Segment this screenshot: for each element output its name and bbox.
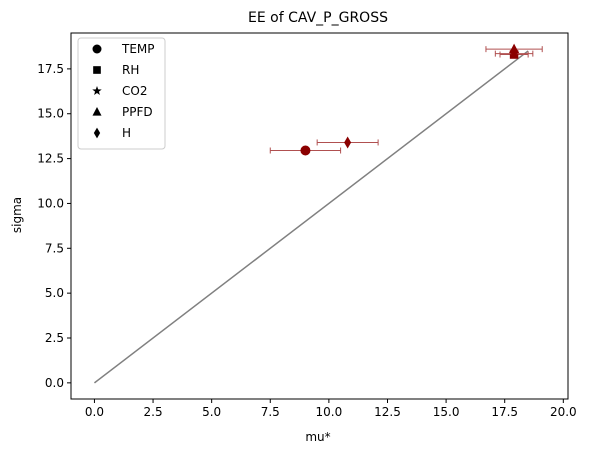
legend-marker-rh (93, 66, 101, 74)
legend-label-rh: RH (122, 63, 139, 77)
data-point-ppfd (509, 43, 520, 54)
legend-marker-h (93, 127, 101, 139)
data-point-temp (300, 145, 311, 156)
x-tick-label: 10.0 (316, 405, 343, 419)
reference-line (93, 50, 529, 384)
legend-label-ppfd: PPFD (122, 105, 153, 119)
y-tick-label: 5.0 (45, 286, 64, 300)
series-ppfd (485, 43, 543, 54)
x-tick-label: 17.5 (491, 405, 518, 419)
y-tick-label: 2.5 (45, 331, 64, 345)
legend-box (77, 37, 166, 150)
x-tick-label: 20.0 (550, 405, 577, 419)
legend-label-temp: TEMP (121, 42, 155, 56)
plot-frame (70, 32, 569, 400)
y-tick-label: 17.5 (37, 62, 64, 76)
y-axis-ticks: 0.0 2.5 5.0 7.5 10.0 12.5 15.0 17.5 (37, 62, 71, 390)
x-tick-label: 5.0 (202, 405, 221, 419)
x-tick-label: 7.5 (261, 405, 280, 419)
series-h (316, 136, 379, 149)
legend-marker-temp (92, 44, 102, 54)
x-tick-label: 15.0 (433, 405, 460, 419)
y-tick-label: 7.5 (45, 241, 64, 255)
x-tick-label: 2.5 (144, 405, 163, 419)
y-tick-label: 15.0 (37, 107, 64, 121)
data-point-h (344, 136, 352, 149)
legend-label-h: H (122, 126, 131, 140)
x-tick-label: 0.0 (85, 405, 104, 419)
y-tick-label: 10.0 (37, 196, 64, 210)
legend-marker-co2 (92, 86, 102, 95)
chart-title: EE of CAV_P_GROSS (248, 10, 388, 26)
legend-label-co2: CO2 (122, 84, 147, 98)
legend: TEMP RH CO2 PPFD H (77, 37, 166, 150)
x-tick-label: 12.5 (374, 405, 401, 419)
series-temp (269, 145, 342, 156)
y-tick-label: 12.5 (37, 152, 64, 166)
y-tick-label: 0.0 (45, 376, 64, 390)
data-series (269, 43, 543, 156)
y-axis-label: sigma (10, 197, 24, 233)
x-axis-ticks: 0.0 2.5 5.0 7.5 10.0 12.5 15.0 17.5 20.0 (85, 399, 577, 419)
legend-marker-ppfd (92, 107, 102, 116)
x-axis-label: mu* (305, 430, 330, 444)
